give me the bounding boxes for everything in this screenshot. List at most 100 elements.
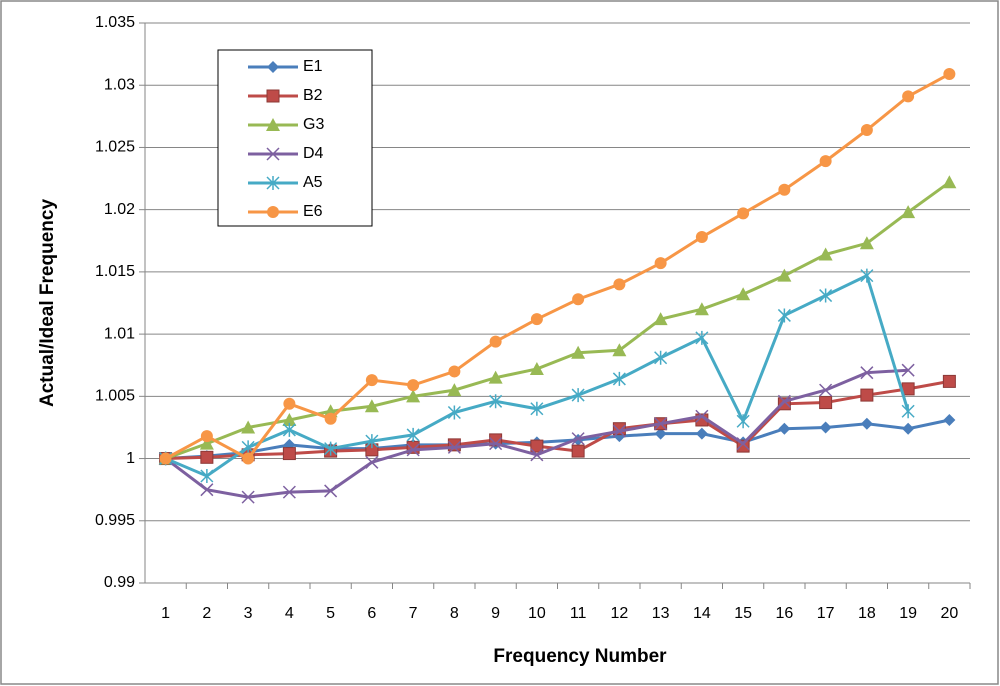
y-tick-label: 1.035: [95, 14, 135, 31]
marker: [266, 118, 280, 131]
legend-label: G3: [303, 116, 324, 133]
marker: [654, 427, 667, 440]
marker: [489, 335, 502, 348]
marker: [859, 236, 874, 250]
marker: [200, 483, 214, 497]
x-tick-label: 4: [285, 605, 294, 622]
marker: [199, 436, 214, 450]
marker: [282, 412, 297, 426]
marker: [283, 397, 296, 410]
x-tick-label: 20: [940, 605, 958, 622]
x-tick-label: 18: [858, 605, 876, 622]
marker: [571, 388, 585, 403]
marker: [489, 437, 503, 451]
marker: [654, 257, 667, 270]
marker: [364, 399, 379, 413]
marker: [777, 308, 791, 323]
x-tick-label: 1: [161, 605, 170, 622]
x-tick-label: 3: [244, 605, 253, 622]
marker: [695, 231, 708, 244]
marker: [200, 450, 214, 464]
marker: [695, 330, 709, 345]
marker: [530, 439, 544, 453]
marker: [694, 302, 709, 316]
y-tick-label: 1.01: [104, 325, 135, 342]
marker: [778, 183, 791, 196]
marker: [406, 443, 420, 457]
marker: [489, 394, 503, 409]
y-axis-title: Actual/Ideal Frequency: [37, 199, 58, 407]
marker: [942, 175, 957, 189]
x-tick-label: 6: [367, 605, 376, 622]
marker: [901, 363, 915, 377]
marker: [407, 379, 420, 392]
series-line: [165, 379, 950, 461]
marker: [242, 452, 255, 465]
x-tick-label: 9: [491, 605, 500, 622]
marker: [860, 268, 874, 283]
marker: [571, 345, 586, 359]
marker: [902, 90, 915, 103]
marker: [365, 455, 379, 469]
marker: [612, 371, 626, 386]
marker: [819, 396, 833, 410]
marker: [266, 147, 280, 161]
marker: [266, 176, 280, 190]
x-tick-label: 8: [450, 605, 459, 622]
marker: [860, 417, 873, 430]
x-tick-label: 7: [409, 605, 418, 622]
marker: [266, 89, 280, 103]
marker: [736, 414, 750, 429]
marker: [267, 206, 279, 218]
marker: [571, 432, 585, 446]
marker: [530, 401, 544, 416]
x-tick-label: 16: [775, 605, 793, 622]
marker: [777, 268, 792, 282]
marker: [241, 490, 255, 504]
marker: [572, 293, 585, 306]
marker: [737, 207, 750, 220]
y-tick-label: 1: [126, 450, 135, 467]
marker: [819, 383, 833, 397]
y-tick-label: 1.025: [95, 139, 135, 156]
legend-label: D4: [303, 145, 324, 162]
marker: [447, 383, 462, 397]
marker: [736, 437, 750, 451]
marker: [406, 427, 420, 442]
marker: [282, 447, 296, 461]
legend-label: E1: [303, 58, 323, 75]
marker: [267, 61, 279, 73]
marker: [571, 444, 585, 458]
marker: [406, 389, 421, 403]
marker: [612, 343, 627, 357]
marker: [613, 278, 626, 291]
marker: [695, 409, 709, 423]
marker: [695, 427, 708, 440]
marker: [448, 365, 461, 378]
legend-label: B2: [303, 87, 323, 104]
marker: [778, 422, 791, 435]
marker: [324, 412, 337, 425]
marker: [200, 468, 214, 483]
y-tick-label: 1.02: [104, 201, 135, 218]
x-axis-title: Frequency Number: [493, 646, 667, 667]
y-tick-label: 0.99: [104, 574, 135, 591]
series-line: [165, 418, 950, 461]
marker: [818, 247, 833, 261]
marker: [200, 430, 213, 443]
legend-label: A5: [303, 174, 323, 191]
x-tick-label: 19: [899, 605, 917, 622]
marker: [241, 420, 256, 434]
marker: [159, 452, 172, 465]
marker: [529, 361, 544, 375]
marker: [488, 370, 503, 384]
legend-box: [217, 49, 373, 227]
marker: [365, 434, 379, 449]
y-tick-label: 0.995: [95, 512, 135, 529]
marker: [530, 313, 543, 326]
marker: [860, 366, 874, 380]
series-line: [164, 72, 951, 461]
y-tick-label: 1.005: [95, 388, 135, 405]
x-tick-label: 11: [570, 605, 587, 622]
x-tick-label: 13: [652, 605, 670, 622]
